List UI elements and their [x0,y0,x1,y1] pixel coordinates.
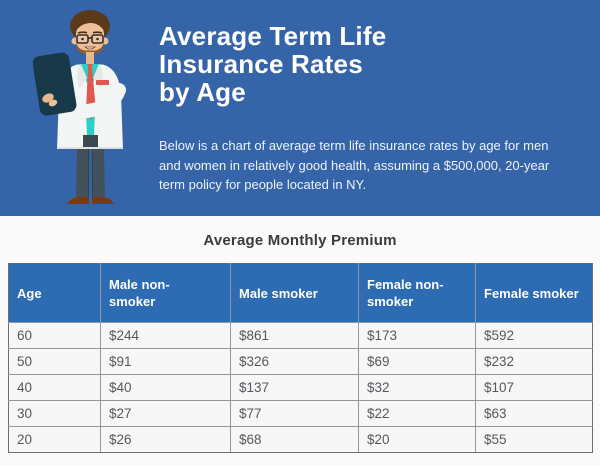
premium-cell: $77 [230,400,359,427]
page-title: Average Term Life Insurance Rates by Age [159,21,387,107]
table-row: 60 $244 $861 $173 $592 [8,322,593,349]
hero-banner: Average Term Life Insurance Rates by Age… [0,0,600,216]
table-row: 30 $27 $77 $22 $63 [8,400,593,427]
premium-cell: $40 [100,374,231,401]
premium-cell: $26 [100,426,231,453]
premium-cell: $244 [100,322,231,349]
age-cell: 50 [8,348,101,375]
age-cell: 20 [8,426,101,453]
premium-cell: $173 [358,322,476,349]
age-cell: 60 [8,322,101,349]
table-row: 40 $40 $137 $32 $107 [8,374,593,401]
premium-cell: $55 [475,426,593,453]
premium-cell: $592 [475,322,593,349]
column-header-male-smoker: Male smoker [230,263,359,323]
table-row: 50 $91 $326 $69 $232 [8,348,593,375]
premium-cell: $69 [358,348,476,375]
premium-cell: $861 [230,322,359,349]
premium-cell: $22 [358,400,476,427]
premium-table: Age Male non- smoker Male smoker Female … [8,263,593,453]
table-heading: Average Monthly Premium [203,232,397,249]
premium-cell: $68 [230,426,359,453]
premium-cell: $137 [230,374,359,401]
premium-cell: $63 [475,400,593,427]
doctor-illustration [33,10,126,204]
hero-text-block: Average Term Life Insurance Rates by Age… [159,22,589,195]
column-header-female-smoker: Female smoker [475,263,593,323]
premium-cell: $20 [358,426,476,453]
premium-cell: $27 [100,400,231,427]
page-description: Below is a chart of average term life in… [159,138,550,192]
column-header-age: Age [8,263,101,323]
premium-cell: $91 [100,348,231,375]
age-cell: 30 [8,400,101,427]
content-section: Average Monthly Premium Age Male non- sm… [0,216,600,453]
premium-cell: $32 [358,374,476,401]
table-row: 20 $26 $68 $20 $55 [8,426,593,453]
table-header-row: Age Male non- smoker Male smoker Female … [8,263,593,323]
column-header-male-non-smoker: Male non- smoker [100,263,231,323]
premium-cell: $326 [230,348,359,375]
premium-cell: $232 [475,348,593,375]
premium-cell: $107 [475,374,593,401]
age-cell: 40 [8,374,101,401]
column-header-female-non-smoker: Female non- smoker [358,263,476,323]
